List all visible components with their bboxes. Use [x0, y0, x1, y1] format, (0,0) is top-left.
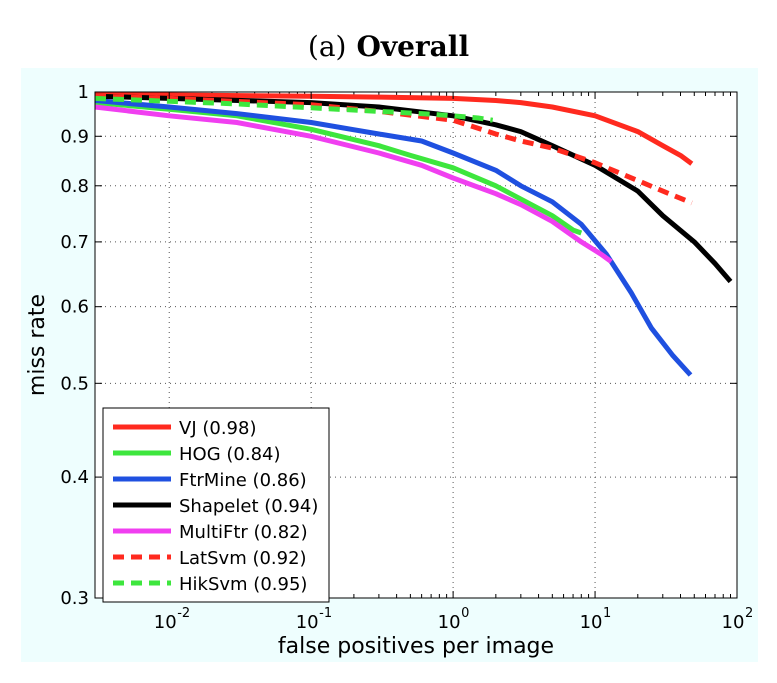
x-tick-label: 10 — [438, 612, 461, 633]
series-line-hiksvm — [94, 95, 494, 123]
x-tick-label: 10 — [722, 612, 745, 633]
y-tick-label: 0.6 — [60, 297, 89, 318]
chart-title-main: Overall — [356, 30, 470, 63]
legend-entry-shapelet: Shapelet (0.94) — [179, 496, 318, 517]
legend-entry-multiftr: MultiFtr (0.82) — [179, 522, 308, 543]
x-tick-exponent: 2 — [745, 606, 753, 621]
x-tick-exponent: 1 — [603, 606, 611, 621]
series-line-ftrmine — [94, 98, 693, 377]
legend-entry-latsvm: LatSvm (0.92) — [179, 548, 307, 569]
y-tick-label: 0.7 — [60, 232, 89, 253]
legend-entry-hog: HOG (0.84) — [179, 444, 281, 465]
x-tick-label: 10 — [296, 612, 319, 633]
y-axis-label: miss rate — [25, 294, 50, 396]
y-tick-label: 0.5 — [60, 373, 89, 394]
series-line-multiftr — [94, 104, 613, 264]
series-line-shapelet — [94, 93, 733, 284]
chart-title: (a) Overall — [0, 30, 777, 63]
x-tick-label: 10 — [154, 612, 177, 633]
series-line-latsvm — [94, 93, 693, 206]
legend-entry-vj: VJ (0.98) — [179, 418, 256, 439]
x-tick-exponent: -2 — [177, 606, 190, 621]
axes-box — [94, 91, 738, 599]
legend-entry-ftrmine: FtrMine (0.86) — [179, 470, 307, 491]
x-tick-label: 10 — [580, 612, 603, 633]
y-tick-label: 0.8 — [60, 176, 89, 197]
y-tick-label: 0.9 — [60, 126, 89, 147]
x-tick-exponent: 0 — [461, 606, 469, 621]
y-tick-label: 1 — [78, 82, 89, 103]
y-tick-label: 0.4 — [60, 467, 89, 488]
x-tick-exponent: -1 — [319, 606, 332, 621]
y-tick-label: 0.3 — [60, 588, 89, 609]
chart-title-prefix: (a) — [307, 30, 347, 63]
legend-entry-hiksvm: HikSvm (0.95) — [179, 574, 307, 595]
x-axis-label: false positives per image — [278, 634, 554, 659]
